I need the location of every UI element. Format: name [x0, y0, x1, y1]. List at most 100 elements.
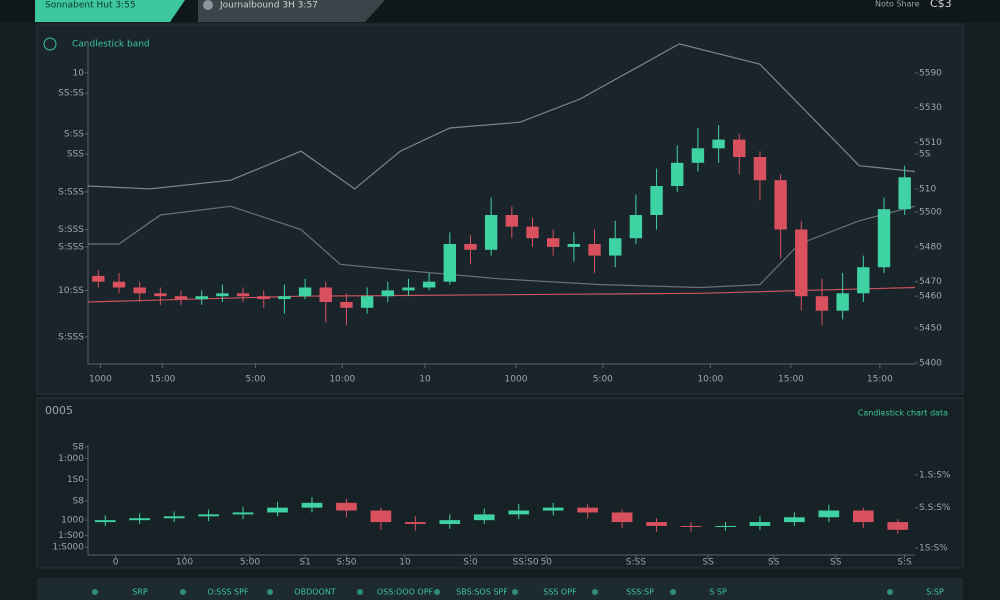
y-tick-label: S8	[73, 496, 85, 506]
x-tick-label: 5:00	[245, 375, 265, 385]
y-tick-label: S:SSS	[58, 242, 84, 252]
candle-body	[733, 139, 746, 157]
candle-body	[340, 302, 353, 308]
candle-body	[174, 296, 188, 300]
y-tick-label: S:SSS	[58, 187, 84, 197]
y2-tick-label: 5590	[919, 68, 942, 78]
footer-button[interactable]: S SP	[709, 588, 727, 597]
footer-button[interactable]: SSS OPF	[543, 588, 577, 597]
candle-body	[877, 209, 891, 268]
candle-body	[422, 281, 436, 288]
footer-button[interactable]: SSS:SP	[626, 588, 654, 597]
button-icon	[887, 589, 893, 595]
y-tick-label: 1000	[61, 516, 84, 526]
y-tick-label: S:SS	[64, 129, 84, 139]
chart-panel	[36, 23, 964, 395]
x-tick-label: 15:00	[867, 375, 893, 385]
candle-body	[301, 502, 323, 508]
candle-body	[298, 287, 312, 297]
candle-body	[836, 293, 849, 311]
chart-subtitle: Candlestick band	[72, 40, 150, 50]
panel-icon	[43, 37, 57, 51]
button-icon	[670, 589, 676, 595]
tab[interactable]	[198, 0, 385, 22]
candle-body	[526, 226, 539, 239]
y2-tick-label: 5S	[919, 150, 931, 160]
candle-body	[381, 290, 394, 297]
x-tick-label: SS	[768, 558, 780, 568]
footer-button[interactable]: SRP	[132, 588, 148, 597]
header-text: Noto Share	[875, 0, 920, 9]
x-tick-label: 10	[399, 558, 411, 568]
y-tick-label: 1:S00	[58, 531, 84, 541]
candle-body	[278, 296, 291, 300]
x-tick-label: 100	[176, 558, 193, 568]
x-tick-label: 10	[419, 375, 431, 385]
candle-body	[887, 522, 909, 530]
footer-button[interactable]: OBDOONT	[294, 588, 336, 597]
candle-body	[232, 512, 254, 515]
candle-body	[815, 296, 829, 311]
footer-button[interactable]: O:SSS SPF	[207, 588, 249, 597]
y-tick-label: S:SSS	[58, 332, 84, 342]
x-tick-label: SS	[703, 558, 715, 568]
y2-tick-label: 1S:S%	[919, 544, 948, 554]
candle-body	[133, 287, 146, 294]
x-tick-label: 0	[113, 558, 119, 568]
candle-body	[567, 244, 581, 247]
tab-active[interactable]	[35, 0, 185, 22]
candle-body	[163, 516, 185, 519]
candle-body	[267, 507, 288, 513]
chart-subtitle: Candlestick chart data	[858, 409, 948, 418]
candle-body	[508, 510, 530, 515]
candle-body	[691, 148, 705, 163]
candle-body	[319, 287, 332, 302]
overlay-line	[87, 286, 916, 303]
chart-panel	[36, 397, 964, 569]
candle-body	[439, 520, 461, 525]
y2-tick-label: 5400	[919, 358, 942, 368]
y-tick-label: 10:SS	[58, 286, 84, 296]
y2-tick-label: 5460	[919, 292, 942, 302]
candle-body	[680, 525, 702, 527]
y-tick-label: 1S0	[67, 475, 84, 485]
candle-body	[629, 215, 643, 239]
candle-body	[360, 296, 374, 308]
footer-button[interactable]: SBS:SOS SPF	[456, 588, 508, 597]
candle-body	[112, 281, 126, 288]
x-tick-label: 15:00	[778, 375, 804, 385]
candle-body	[154, 293, 167, 297]
button-icon	[357, 589, 363, 595]
candle-body	[611, 512, 633, 523]
y2-tick-label: 5510	[919, 138, 942, 148]
x-tick-label: S1	[299, 558, 310, 568]
y2-tick-label: 5450	[919, 324, 942, 334]
candle-body	[484, 215, 498, 250]
candle-body	[195, 296, 208, 300]
candle-body	[650, 186, 663, 215]
candle-body	[94, 520, 116, 523]
y2-tick-label: S.S:S%	[919, 503, 951, 513]
x-tick-label: 10:00	[697, 375, 723, 385]
button-icon	[592, 589, 598, 595]
header-value: C$3	[930, 0, 952, 10]
candle-body	[857, 267, 870, 294]
candle-body	[795, 229, 808, 297]
candle-body	[542, 507, 564, 511]
candle-body	[646, 522, 667, 526]
overlay-line	[87, 43, 916, 190]
candle-body	[715, 525, 736, 527]
candle-body	[774, 180, 787, 230]
footer-button[interactable]: S:SP	[926, 588, 944, 597]
candle-body	[198, 514, 219, 517]
candle-body	[505, 215, 519, 227]
y2-tick-label: 5500	[919, 208, 942, 218]
button-icon	[434, 589, 440, 595]
x-tick-label: 50	[541, 558, 553, 568]
y-tick-label: SSS	[67, 150, 84, 160]
button-icon	[180, 589, 186, 595]
tab-label: Sonnabent Hut 3:55	[45, 1, 136, 11]
footer-button[interactable]: OSS:OOO OPF	[377, 588, 434, 597]
tab-label: Journalbound 3H 3:57	[219, 1, 318, 11]
